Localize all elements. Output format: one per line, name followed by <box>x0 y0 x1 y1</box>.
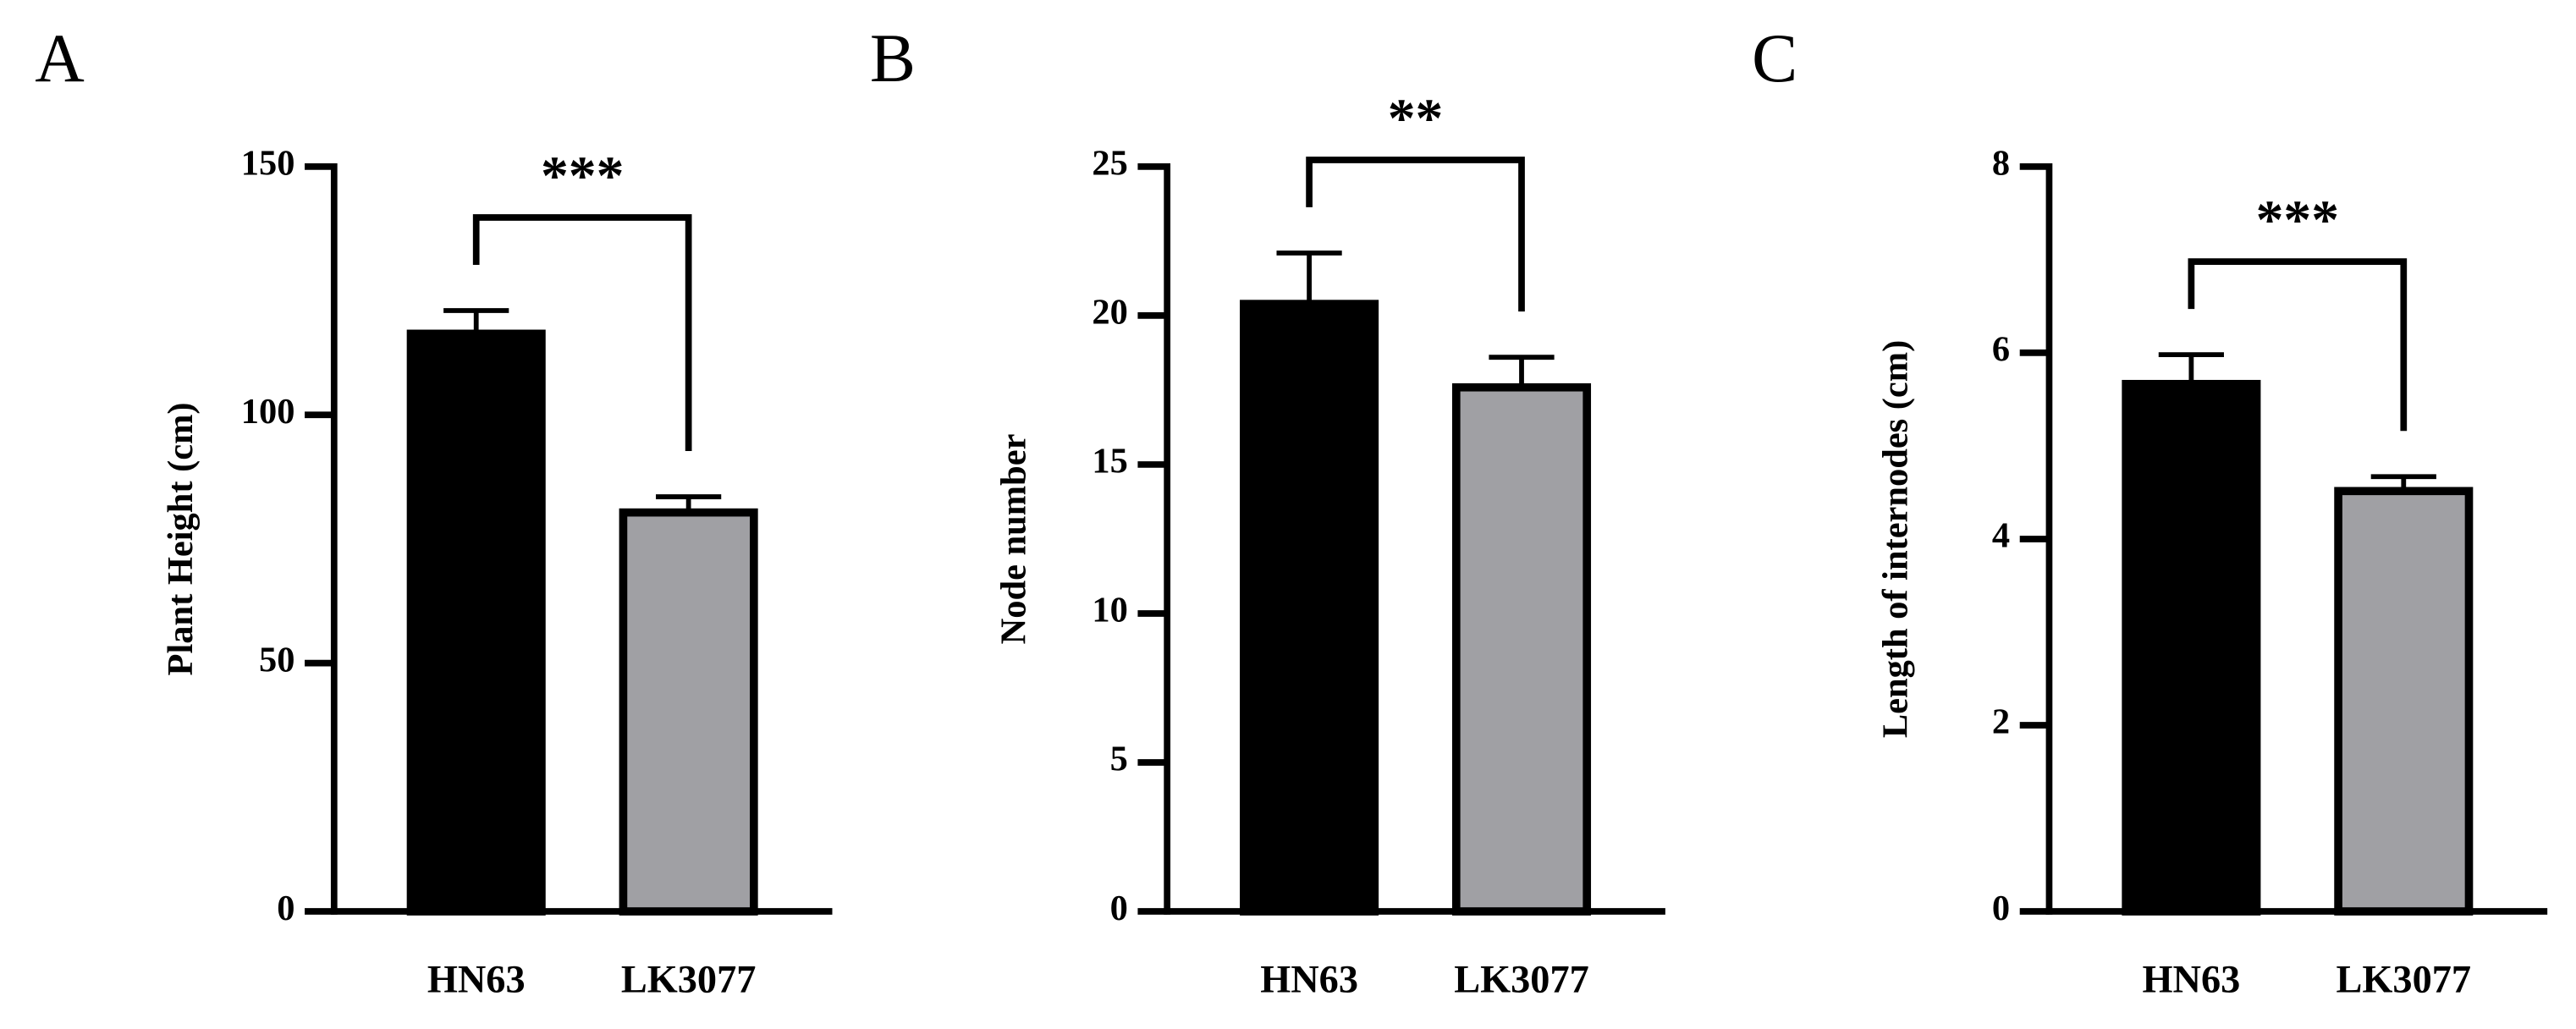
x-tick-label: LK3077 <box>1454 959 1589 1002</box>
y-axis-title: Length of internodes (cm) <box>1876 340 1916 738</box>
y-tick-label: 25 <box>1092 144 1127 184</box>
x-tick-label: HN63 <box>2142 959 2240 1002</box>
y-tick-label: 50 <box>259 640 294 680</box>
y-tick-label: 4 <box>1992 516 2010 556</box>
y-tick-label: 20 <box>1092 293 1127 333</box>
bar <box>2122 379 2261 916</box>
x-tick-label: HN63 <box>427 959 526 1002</box>
bar <box>1240 300 1379 916</box>
y-tick-label: 15 <box>1092 442 1127 481</box>
significance-bracket <box>2188 258 2408 432</box>
panel-label: B <box>870 20 916 96</box>
significance-label: ** <box>1388 89 1444 150</box>
bar <box>619 508 758 916</box>
y-tick-label: 100 <box>241 392 295 432</box>
bar <box>406 329 546 916</box>
x-tick-label: HN63 <box>1260 959 1358 1002</box>
y-tick-label: 10 <box>1092 591 1127 630</box>
y-tick-label: 2 <box>1992 702 2010 742</box>
y-tick-label: 150 <box>241 144 295 184</box>
x-tick-label: LK3077 <box>621 959 757 1002</box>
y-tick-label: 0 <box>277 889 294 928</box>
panel-label: A <box>35 20 85 96</box>
y-tick-label: 8 <box>1992 144 2010 184</box>
y-tick-label: 6 <box>1992 330 2010 370</box>
panel-label: C <box>1752 20 1797 96</box>
y-tick-label: 5 <box>1110 740 1128 779</box>
y-axis-title: Node number <box>994 434 1033 645</box>
y-axis-title: Plant Height (cm) <box>161 402 201 675</box>
bar <box>2334 487 2474 916</box>
significance-bracket <box>1306 157 1525 312</box>
y-tick-label: 0 <box>1992 889 2010 928</box>
significance-label: *** <box>541 146 624 207</box>
bar <box>1451 382 1592 916</box>
y-tick-label: 0 <box>1110 889 1128 928</box>
significance-label: *** <box>2256 190 2339 251</box>
significance-bracket <box>472 214 692 452</box>
x-tick-label: LK3077 <box>2337 959 2472 1002</box>
